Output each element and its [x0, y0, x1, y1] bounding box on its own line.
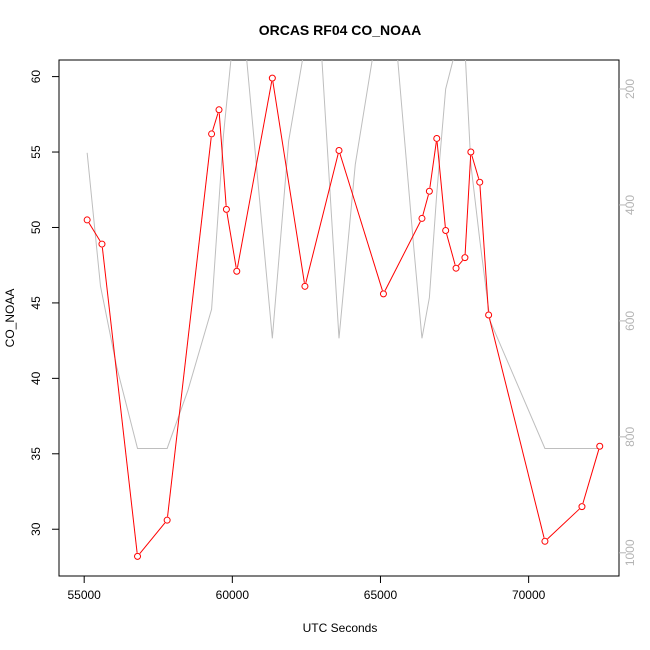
secondary-series-line — [86, 60, 600, 449]
series-segment — [471, 155, 480, 179]
data-point — [442, 226, 450, 234]
series-segment — [226, 212, 237, 268]
data-point — [215, 106, 223, 114]
x-tick-label: 60000 — [216, 588, 250, 602]
data-point — [461, 254, 469, 262]
data-point — [476, 178, 484, 186]
y2-axis-ticks: 200 400 600 800 1000 — [619, 79, 637, 566]
series-segment — [457, 260, 463, 266]
series-segment — [339, 153, 383, 291]
y-tick-label: 35 — [29, 447, 43, 461]
chart-title: ORCAS RF04 CO_NOAA — [259, 22, 422, 38]
y-tick-label: 60 — [29, 70, 43, 84]
y2-tick-label: 200 — [623, 79, 637, 99]
y-tick-label: 55 — [29, 145, 43, 159]
series-segment — [212, 113, 219, 131]
series-segment — [218, 113, 227, 206]
series-segment — [429, 141, 437, 188]
x-axis-label: UTC Seconds — [303, 621, 378, 635]
data-point — [425, 187, 433, 195]
series-segment — [139, 522, 166, 554]
series-segment — [582, 449, 600, 504]
y-tick-label: 40 — [29, 371, 43, 385]
data-point — [268, 74, 276, 82]
y-tick-label: 45 — [29, 296, 43, 310]
y2-tick-label: 800 — [623, 427, 637, 447]
data-point — [83, 216, 91, 224]
data-point — [467, 148, 475, 156]
y2-tick-label: 600 — [623, 311, 637, 331]
data-point — [98, 240, 106, 248]
data-point — [596, 442, 604, 450]
series-segment — [384, 221, 421, 291]
series-segment — [464, 155, 472, 255]
series-segment — [305, 153, 339, 283]
y2-tick-label: 1000 — [623, 539, 637, 566]
series-layer — [83, 60, 604, 560]
plot-frame — [58, 59, 620, 577]
data-point — [379, 290, 387, 298]
data-point — [541, 537, 549, 545]
series-segment — [101, 247, 138, 553]
series-segment — [272, 81, 305, 283]
series-segment — [88, 222, 101, 242]
data-point — [433, 134, 441, 142]
x-axis-ticks: 55000 60000 65000 70000 — [67, 576, 546, 602]
data-point — [418, 214, 426, 222]
y-tick-label: 50 — [29, 220, 43, 234]
data-point — [301, 282, 309, 290]
series-segment — [446, 233, 456, 265]
data-point — [208, 130, 216, 138]
data-point — [222, 205, 230, 213]
data-point — [134, 552, 142, 560]
data-point — [452, 264, 460, 272]
y-tick-label: 30 — [29, 522, 43, 536]
data-point — [578, 503, 586, 511]
series-segment — [436, 141, 446, 227]
series-segment — [547, 508, 580, 540]
y-axis-label: CO_NOAA — [3, 289, 17, 348]
x-tick-label: 70000 — [512, 588, 546, 602]
x-tick-label: 65000 — [364, 588, 398, 602]
data-point — [233, 267, 241, 275]
data-point — [485, 311, 493, 319]
y2-tick-label: 400 — [623, 195, 637, 215]
x-tick-label: 55000 — [67, 588, 101, 602]
data-point — [163, 516, 171, 524]
series-segment — [167, 137, 212, 517]
y-axis-ticks: 30 35 40 45 50 55 60 — [29, 70, 59, 536]
data-point — [335, 147, 343, 155]
series-segment — [489, 318, 545, 538]
series-segment — [479, 185, 489, 312]
series-segment — [422, 194, 429, 216]
series-segment — [236, 81, 273, 268]
